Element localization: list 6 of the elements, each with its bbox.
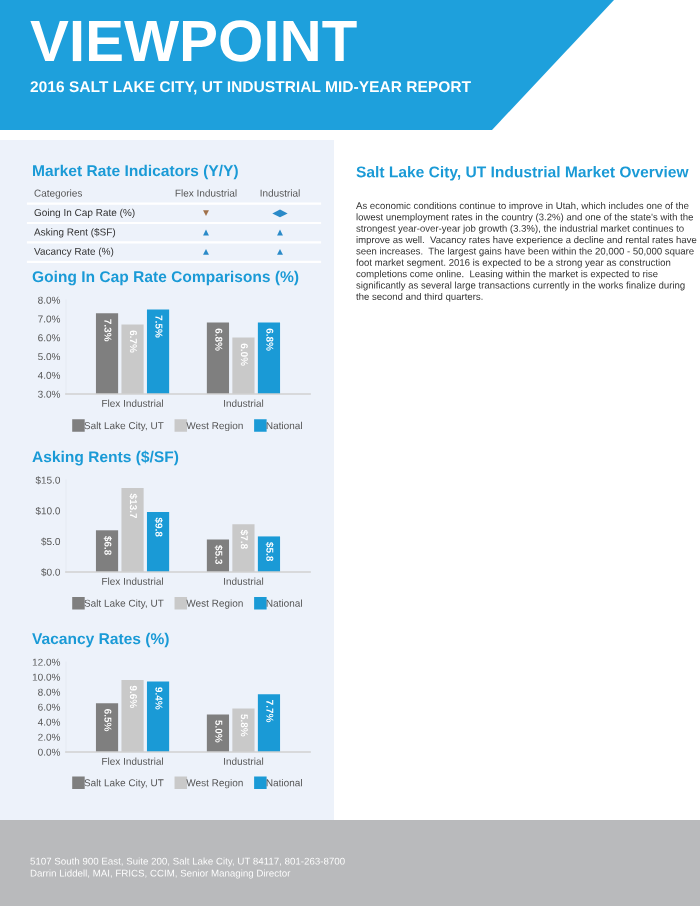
bar xyxy=(257,694,281,752)
bar xyxy=(146,511,170,572)
text: VIEWPOINT xyxy=(30,20,357,62)
bar xyxy=(146,681,170,752)
bar xyxy=(95,530,119,572)
bar xyxy=(95,703,119,752)
